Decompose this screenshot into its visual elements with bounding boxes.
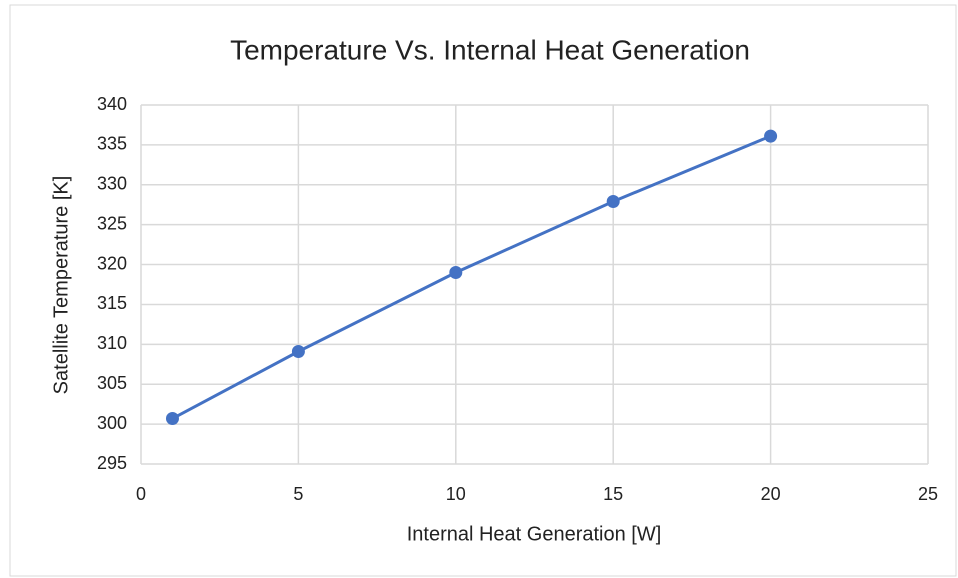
x-tick-label: 25 <box>918 484 938 504</box>
y-tick-label: 340 <box>97 94 127 114</box>
data-point <box>764 129 778 143</box>
x-tick-label: 10 <box>446 484 466 504</box>
y-tick-label: 315 <box>97 293 127 313</box>
x-axis-label: Internal Heat Generation [W] <box>407 523 662 545</box>
y-tick-label: 300 <box>97 413 127 433</box>
x-tick-label: 15 <box>603 484 623 504</box>
y-axis-label: Satellite Temperature [K] <box>50 176 72 395</box>
data-point <box>606 195 620 209</box>
y-tick-label: 320 <box>97 253 127 273</box>
y-tick-label: 335 <box>97 134 127 154</box>
x-tick-label: 20 <box>761 484 781 504</box>
y-tick-label: 330 <box>97 174 127 194</box>
x-tick-label: 5 <box>293 484 303 504</box>
y-tick-label: 295 <box>97 453 127 473</box>
x-tick-label: 0 <box>136 484 146 504</box>
chart-frame <box>9 4 957 577</box>
y-tick-label: 325 <box>97 213 127 233</box>
data-point <box>291 345 305 359</box>
y-tick-label: 305 <box>97 373 127 393</box>
data-point <box>165 412 179 426</box>
chart-title: Temperature Vs. Internal Heat Generation <box>230 34 750 65</box>
data-point <box>449 266 463 280</box>
y-tick-label: 310 <box>97 333 127 353</box>
